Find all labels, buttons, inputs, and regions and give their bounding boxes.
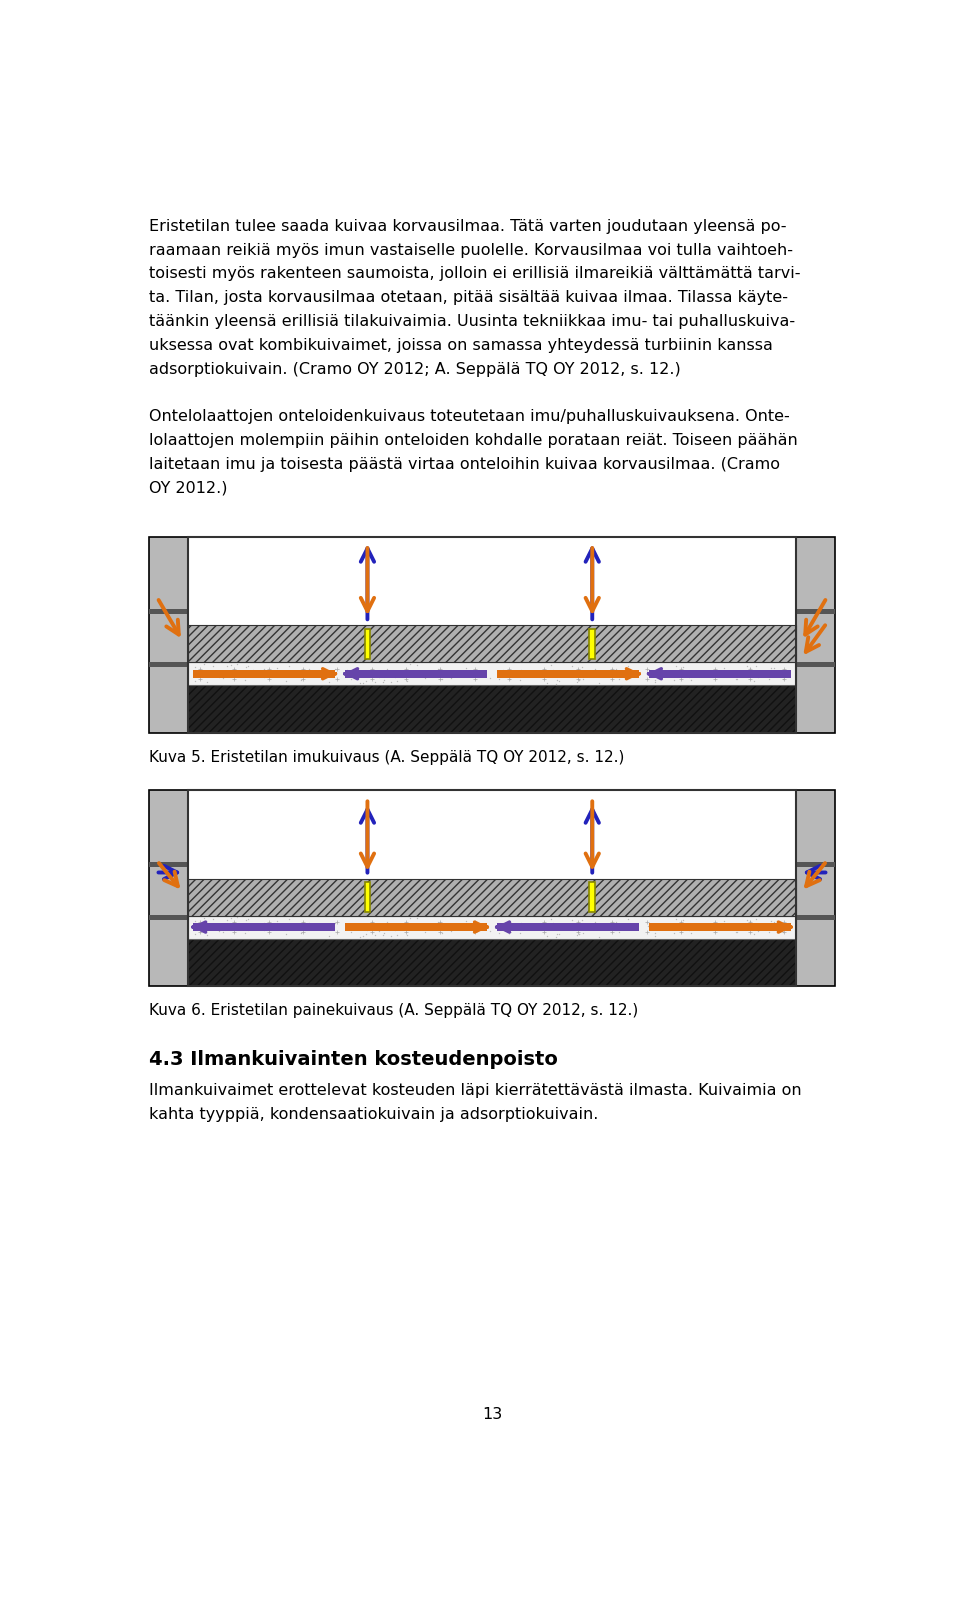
- Bar: [365, 629, 371, 660]
- Bar: [150, 661, 188, 666]
- Bar: [188, 915, 796, 938]
- Text: kahta tyyppiä, kondensaatiokuivain ja adsorptiokuivain.: kahta tyyppiä, kondensaatiokuivain ja ad…: [150, 1108, 599, 1122]
- Text: Ontelolaattojen onteloidenkuivaus toteutetaan imu/puhalluskuivauksena. Onte-: Ontelolaattojen onteloidenkuivaus toteut…: [150, 409, 790, 424]
- Bar: [796, 915, 834, 920]
- Text: täänkin yleensä erillisiä tilakuivaimia. Uusinta tekniikkaa imu- tai puhalluskui: täänkin yleensä erillisiä tilakuivaimia.…: [150, 314, 796, 330]
- Bar: [150, 537, 188, 733]
- Bar: [150, 862, 188, 867]
- Bar: [796, 661, 834, 666]
- Bar: [150, 915, 188, 920]
- Text: OY 2012.): OY 2012.): [150, 480, 228, 495]
- Bar: [188, 537, 796, 626]
- Bar: [188, 878, 796, 915]
- Bar: [150, 610, 188, 613]
- Bar: [188, 686, 796, 733]
- Bar: [796, 610, 834, 613]
- Bar: [796, 791, 834, 986]
- Text: 4.3 Ilmankuivainten kosteudenpoisto: 4.3 Ilmankuivainten kosteudenpoisto: [150, 1049, 559, 1069]
- Bar: [365, 883, 371, 912]
- Bar: [796, 537, 834, 733]
- Bar: [188, 663, 796, 686]
- Bar: [188, 938, 796, 986]
- Text: uksessa ovat kombikuivaimet, joissa on samassa yhteydessä turbiinin kanssa: uksessa ovat kombikuivaimet, joissa on s…: [150, 338, 774, 353]
- Bar: [796, 862, 834, 867]
- Text: 13: 13: [482, 1407, 502, 1423]
- Bar: [345, 669, 488, 678]
- Bar: [188, 791, 796, 986]
- Text: laitetaan imu ja toisesta päästä virtaa onteloihin kuivaa korvausilmaa. (Cramo: laitetaan imu ja toisesta päästä virtaa …: [150, 456, 780, 472]
- Bar: [193, 923, 335, 931]
- Text: Ilmankuivaimet erottelevat kosteuden läpi kierrätettävästä ilmasta. Kuivaimia on: Ilmankuivaimet erottelevat kosteuden läp…: [150, 1083, 802, 1098]
- Text: ta. Tilan, josta korvausilmaa otetaan, pitää sisältää kuivaa ilmaa. Tilassa käyt: ta. Tilan, josta korvausilmaa otetaan, p…: [150, 291, 788, 306]
- Text: Eristetilan tulee saada kuivaa korvausilmaa. Tätä varten joudutaan yleensä po-: Eristetilan tulee saada kuivaa korvausil…: [150, 218, 787, 234]
- Bar: [150, 791, 188, 986]
- Bar: [345, 923, 488, 931]
- Bar: [188, 537, 796, 733]
- Bar: [649, 923, 791, 931]
- Bar: [589, 629, 595, 660]
- Text: adsorptiokuivain. (Cramo OY 2012; A. Seppälä TQ OY 2012, s. 12.): adsorptiokuivain. (Cramo OY 2012; A. Sep…: [150, 362, 682, 377]
- Text: toisesti myös rakenteen saumoista, jolloin ei erillisiä ilmareikiä välttämättä t: toisesti myös rakenteen saumoista, jollo…: [150, 267, 801, 281]
- Bar: [589, 883, 595, 912]
- Text: lolaattojen molempiin päihin onteloiden kohdalle porataan reiät. Toiseen päähän: lolaattojen molempiin päihin onteloiden …: [150, 433, 798, 448]
- Text: raamaan reikiä myös imun vastaiselle puolelle. Korvausilmaa voi tulla vaihtoeh-: raamaan reikiä myös imun vastaiselle puo…: [150, 243, 794, 257]
- Bar: [193, 669, 335, 678]
- Bar: [496, 923, 639, 931]
- Bar: [496, 669, 639, 678]
- Bar: [188, 626, 796, 663]
- Text: Kuva 6. Eristetilan painekuivaus (A. Seppälä TQ OY 2012, s. 12.): Kuva 6. Eristetilan painekuivaus (A. Sep…: [150, 1003, 638, 1019]
- Bar: [649, 669, 791, 678]
- Text: Kuva 5. Eristetilan imukuivaus (A. Seppälä TQ OY 2012, s. 12.): Kuva 5. Eristetilan imukuivaus (A. Seppä…: [150, 750, 625, 765]
- Bar: [188, 791, 796, 878]
